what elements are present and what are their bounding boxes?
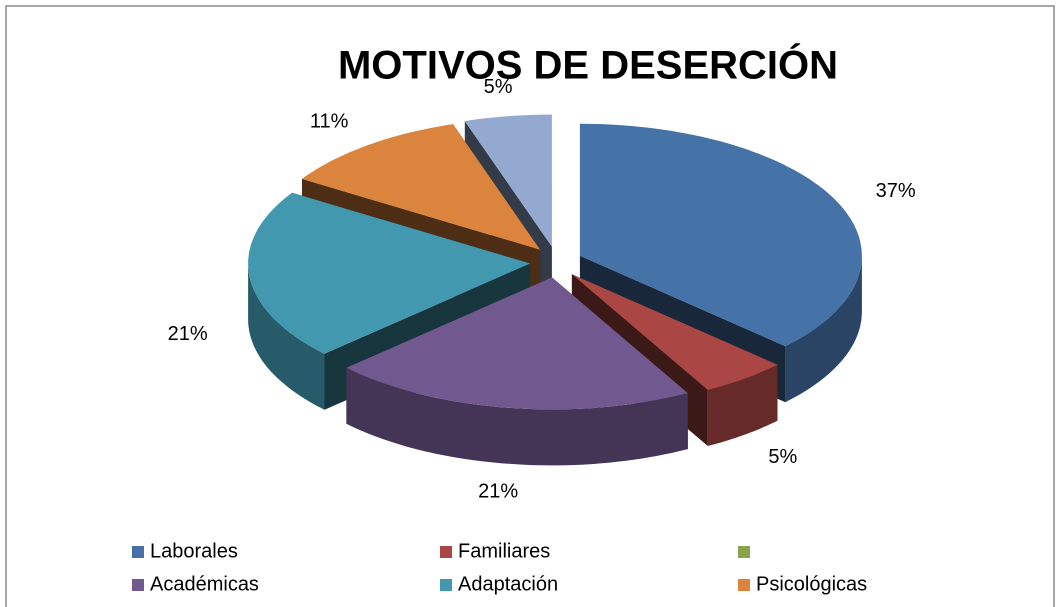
data-label: 37% bbox=[876, 180, 916, 202]
slice bbox=[464, 114, 552, 247]
slice bbox=[571, 274, 778, 390]
legend-swatch bbox=[738, 579, 750, 591]
slice bbox=[302, 124, 541, 250]
slice-wall bbox=[346, 367, 688, 466]
slice-wall bbox=[785, 255, 862, 403]
slice bbox=[248, 192, 531, 354]
data-label: 5% bbox=[484, 76, 513, 98]
legend-label: Laborales bbox=[150, 540, 238, 562]
legend-label: Familiares bbox=[458, 540, 550, 562]
data-label: 21% bbox=[168, 323, 208, 345]
legend-swatch bbox=[440, 579, 452, 591]
legend-swatch bbox=[132, 579, 144, 591]
legend-swatch bbox=[738, 546, 750, 558]
slice bbox=[579, 123, 862, 347]
slice bbox=[346, 277, 688, 410]
legend-label: Académicas bbox=[150, 573, 259, 595]
legend-swatch bbox=[440, 546, 452, 558]
pie-slice bbox=[346, 277, 688, 466]
legend-label: Adaptación bbox=[458, 573, 558, 595]
slice-wall bbox=[707, 364, 778, 446]
data-label: 21% bbox=[478, 481, 518, 503]
legend-swatch bbox=[132, 546, 144, 558]
data-label: 11% bbox=[310, 111, 349, 133]
data-label: 5% bbox=[768, 446, 797, 468]
legend-label: Psicológicas bbox=[756, 573, 867, 595]
slice-wall bbox=[248, 263, 325, 410]
chart-title: MOTIVOS DE DESERCIÓN bbox=[338, 42, 838, 88]
